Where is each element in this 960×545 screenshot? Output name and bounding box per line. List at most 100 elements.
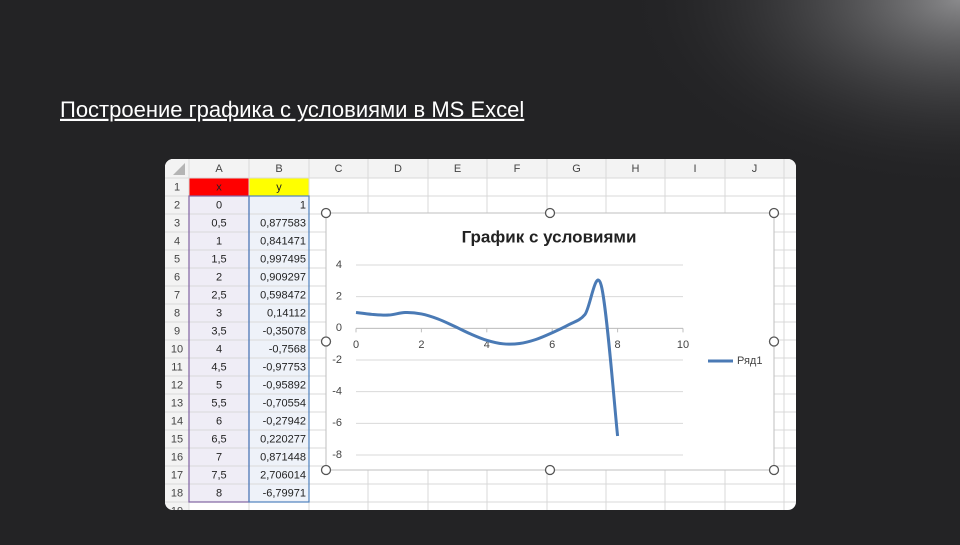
y-tick-label: 2: [336, 291, 342, 303]
row-header: 3: [174, 217, 180, 229]
row-header: 7: [174, 289, 180, 301]
cell: 0,220277: [260, 433, 306, 445]
row-header: 17: [171, 469, 183, 481]
row-header: 15: [171, 433, 183, 445]
x-tick-label: 2: [418, 339, 424, 351]
x-tick-label: 10: [677, 339, 689, 351]
cell: x: [216, 181, 222, 193]
range-x-fill: [189, 196, 249, 502]
slide-title: Построение графика с условиями в MS Exce…: [60, 97, 524, 122]
resize-handle: [320, 207, 332, 219]
cell: -0,7568: [269, 343, 306, 355]
row-header: 1: [174, 181, 180, 193]
chart-area: [325, 212, 775, 471]
cell: -0,27942: [263, 415, 306, 427]
x-tick-label: 8: [615, 339, 621, 351]
cell: -0,35078: [263, 325, 306, 337]
cell: 0,14112: [267, 307, 306, 319]
column-header: A: [215, 163, 223, 175]
row-header: 6: [174, 271, 180, 283]
column-header-bar: [165, 159, 796, 178]
header-y-fill: [249, 178, 309, 196]
row-header: 14: [171, 415, 183, 427]
legend-label: Ряд1: [737, 355, 762, 367]
row-header: 11: [171, 361, 182, 373]
column-header: C: [335, 163, 343, 175]
x-tick-label: 6: [549, 339, 555, 351]
chart: График с условиями -8 -6 -4 -2 0 2 4 0 2 4 6 8 10 Ряд1: [320, 207, 780, 476]
row-header-bar: [165, 159, 189, 510]
x-tick-label: 4: [484, 339, 490, 351]
cell: y: [276, 181, 282, 193]
cell: -0,70554: [263, 397, 306, 409]
resize-handle: [544, 464, 556, 476]
cell: 1: [216, 235, 222, 247]
row-header: 4: [174, 235, 180, 247]
cell: 0,997495: [260, 253, 306, 265]
column-header: E: [454, 163, 461, 175]
range-y-outline: [248, 195, 310, 503]
row-header: 9: [174, 325, 180, 337]
series-line: [355, 278, 620, 437]
y-tick-label: -8: [332, 449, 342, 461]
row-header: 12: [171, 379, 183, 391]
cell: 1,5: [211, 253, 226, 265]
y-tick-label: -6: [332, 417, 342, 429]
cell: 4,5: [211, 361, 226, 373]
range-y-fill: [249, 196, 309, 502]
y-tick-label: 4: [336, 259, 342, 271]
cell: 0,841471: [260, 235, 306, 247]
row-header: 16: [171, 451, 183, 463]
row-header: 8: [174, 307, 180, 319]
cell: 5,5: [211, 397, 226, 409]
chart-title: График с условиями: [462, 227, 637, 246]
cell: -6,79971: [263, 487, 306, 499]
row-header: 18: [171, 487, 183, 499]
cell: 1: [300, 199, 306, 211]
resize-handle: [768, 207, 780, 219]
cell: 5: [216, 379, 222, 391]
y-tick-label: -4: [332, 386, 342, 398]
select-all-corner: [173, 163, 185, 175]
cell: 0,871448: [260, 451, 306, 463]
cell: 3,5: [211, 325, 226, 337]
cell: 0: [216, 199, 222, 211]
column-header: I: [693, 163, 696, 175]
spreadsheet: ABCDEFGHIJ12345678910111213141516171819x…: [165, 159, 796, 517]
header-x-fill: [189, 178, 249, 196]
row-header: 5: [174, 253, 180, 265]
y-tick-label: -2: [332, 354, 342, 366]
y-tick-label: 0: [336, 322, 342, 334]
resize-handle: [544, 207, 556, 219]
cell: 0,598472: [260, 289, 306, 301]
cell: 2: [216, 271, 222, 283]
resize-handle: [768, 464, 780, 476]
cell: 6: [216, 415, 222, 427]
resize-handle: [320, 336, 332, 347]
cell: 3: [216, 307, 222, 319]
cell: -0,97753: [263, 361, 306, 373]
cell: 2,5: [211, 289, 226, 301]
column-header: G: [572, 163, 581, 175]
cell: 0,909297: [260, 271, 306, 283]
resize-handle: [768, 336, 780, 347]
row-header: 13: [171, 397, 183, 409]
cell: 0,877583: [260, 217, 306, 229]
column-header: D: [394, 163, 402, 175]
row-header: 2: [174, 199, 180, 211]
cell: 7: [216, 451, 222, 463]
cell: 7,5: [211, 469, 226, 481]
cell: 2,706014: [260, 469, 306, 481]
cell: 0,5: [211, 217, 226, 229]
cell: 6,5: [211, 433, 226, 445]
column-header: H: [632, 163, 640, 175]
column-header: B: [275, 163, 282, 175]
column-header: F: [514, 163, 521, 175]
row-header: 19: [171, 505, 183, 517]
cell: 4: [216, 343, 222, 355]
cell: 8: [216, 487, 222, 499]
column-header: J: [752, 163, 758, 175]
